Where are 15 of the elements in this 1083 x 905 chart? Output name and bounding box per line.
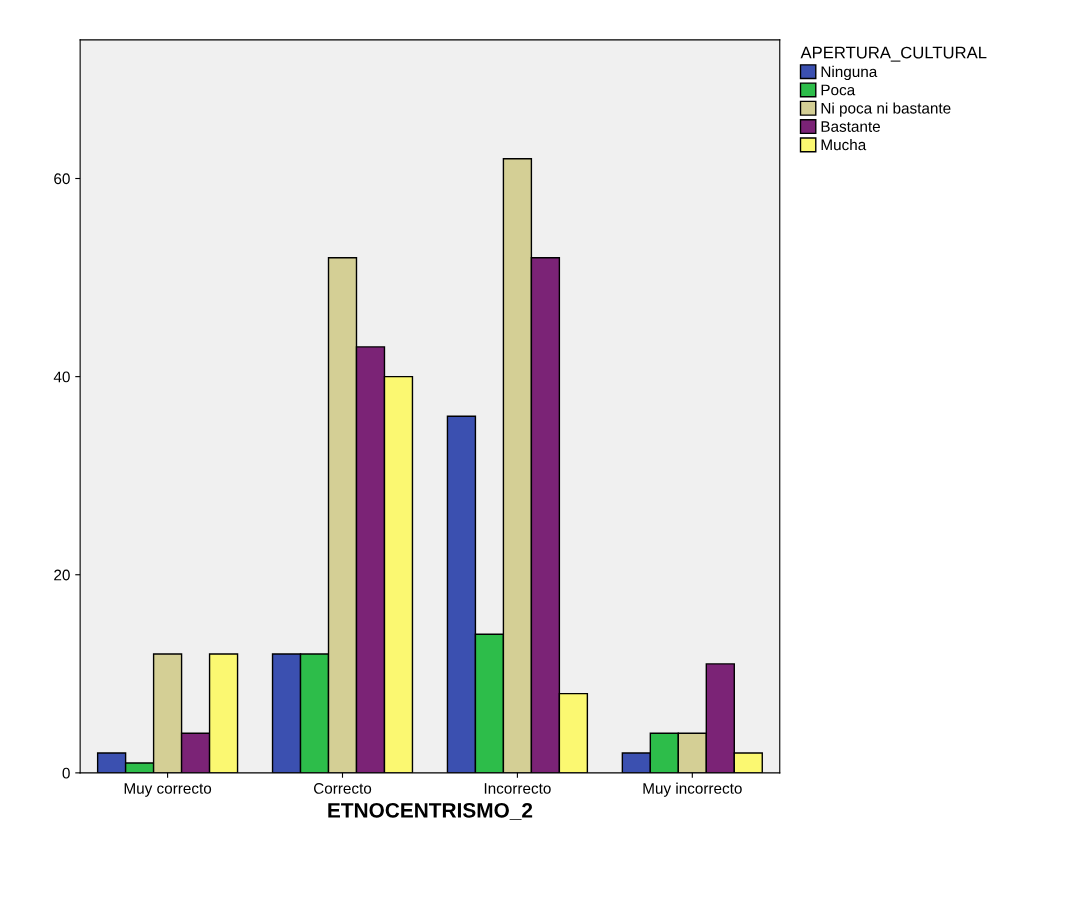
x-tick-label: Incorrecto	[484, 783, 551, 794]
legend-label: Bastante	[821, 121, 880, 132]
legend-label: Poca	[821, 84, 856, 96]
y-tick-label: 20	[54, 569, 70, 581]
y-tick-label: 0	[62, 767, 70, 779]
x-tick-label: Muy incorrecto	[643, 782, 742, 797]
x-tick-label: Muy correcto	[124, 783, 212, 797]
legend-label: Ni poca ni bastante	[821, 102, 951, 117]
x-tick-label: Correcto	[313, 783, 372, 794]
legend-title: APERTURA_CULTURAL	[800, 46, 987, 62]
legend-label: Ninguna	[821, 65, 878, 81]
y-tick-label: 40	[53, 371, 70, 383]
x-axis-title: ETNOCENTRISMO_2	[328, 802, 533, 821]
y-tick-label: 60	[54, 173, 70, 185]
legend-label: Mucha	[821, 139, 867, 151]
